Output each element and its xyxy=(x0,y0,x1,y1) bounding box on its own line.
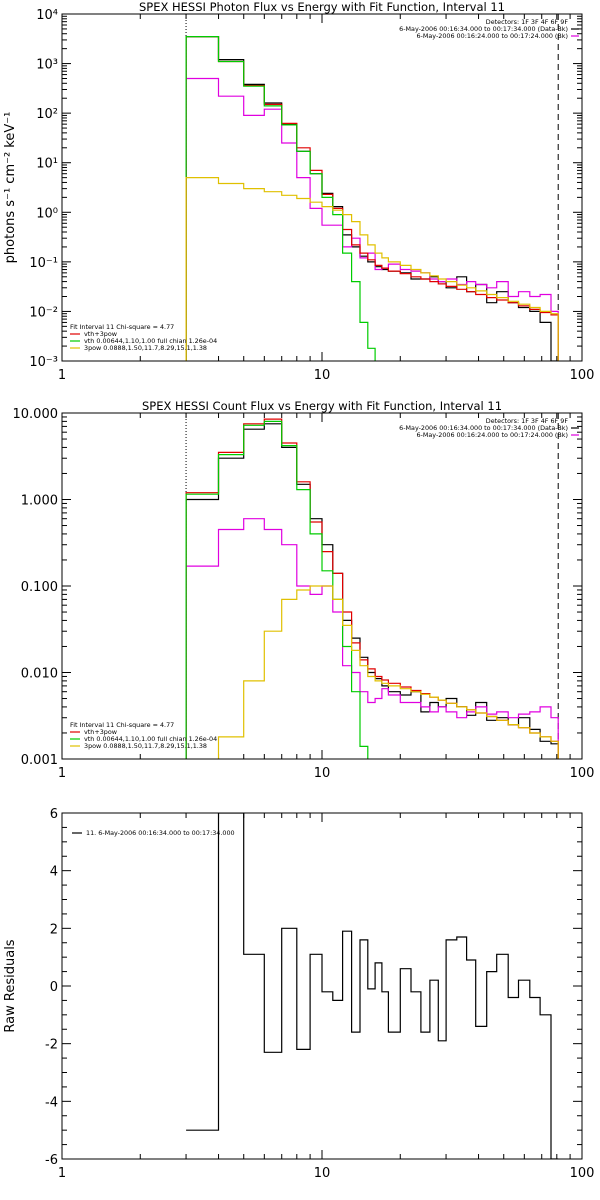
legend-entry: Fit Interval 11 Chi-square = 4.77 xyxy=(70,721,174,729)
series-group xyxy=(186,813,559,1159)
plot-frame xyxy=(61,13,583,362)
plot-frame xyxy=(61,412,583,760)
legend-entry: vth+3pow xyxy=(84,330,117,338)
legend-entry: vth 0.00644,1.10,1.00 full chian 1.26e-0… xyxy=(84,735,217,743)
series-line-data-bk xyxy=(185,423,559,759)
y-tick-label: -4 xyxy=(45,1095,58,1110)
y-tick-label: 0.010 xyxy=(21,667,58,682)
y-tick-label: -2 xyxy=(45,1038,58,1053)
x-tick-label: 10 xyxy=(314,766,331,781)
series-line-bk xyxy=(185,518,559,759)
series-line-vth xyxy=(185,36,376,361)
y-tick-label: -6 xyxy=(45,1153,58,1168)
y-tick-label: 10⁻¹ xyxy=(29,256,58,271)
x-tick-label: 100 xyxy=(570,766,595,781)
series-line-data-bk xyxy=(185,36,559,361)
series-line-vth-3pow xyxy=(185,418,559,759)
series-line-vth-3pow xyxy=(185,36,559,361)
y-tick-label: 2 xyxy=(50,922,58,937)
legend-entry: vth 0.00644,1.10,1.00 full chian 1.26e-0… xyxy=(84,337,217,345)
y-axis-label: photons s⁻¹ cm⁻² keV⁻¹ xyxy=(3,112,18,264)
x-tick-label: 100 xyxy=(570,368,595,383)
y-tick-label: 10⁻² xyxy=(29,305,58,320)
plot-frame xyxy=(61,812,583,1160)
info-line: 6-May-2006 00:16:34.000 to 00:17:34.000 … xyxy=(399,25,568,33)
y-tick-label: 1.000 xyxy=(21,494,58,509)
y-tick-label: 10⁰ xyxy=(36,206,58,221)
series-line-3pow xyxy=(185,177,559,361)
y-tick-label: 0.001 xyxy=(21,753,58,768)
x-tick-label: 1 xyxy=(58,368,66,383)
chart-3: 1 10 100 -6 -4 -2 0 2 4 6 Raw Residuals 11. 6-May-2… xyxy=(3,807,594,1181)
x-tick-label: 1 xyxy=(58,766,66,781)
y-axis-label: Raw Residuals xyxy=(3,939,18,1032)
chart-2: SPEX HESSI Count Flux vs Energy with Fit… xyxy=(13,399,595,781)
y-tick-label: 10.000 xyxy=(13,407,59,422)
y-tick-label: 6 xyxy=(50,807,58,822)
info-line: 6-May-2006 00:16:34.000 to 00:17:34.000 … xyxy=(399,424,568,432)
series-group xyxy=(185,418,559,759)
info-line: 6-May-2006 00:16:24.000 to 00:17:24.000 … xyxy=(416,431,568,439)
x-tick-label: 100 xyxy=(570,1166,595,1181)
info-line: Detectors: 1F 3F 4F 6F 9F xyxy=(486,417,569,425)
x-tick-label: 10 xyxy=(314,368,331,383)
x-tick-label: 10 xyxy=(314,1166,331,1181)
y-tick-label: 10² xyxy=(36,107,58,122)
chart-1: SPEX HESSI Photon Flux vs Energy with Fi… xyxy=(3,0,595,383)
legend-entry: 11. 6-May-2006 00:16:34.000 to 00:17:34.… xyxy=(86,829,235,837)
y-tick-label: 10⁴ xyxy=(36,8,58,23)
y-tick-label: 10⁻³ xyxy=(29,355,58,370)
y-tick-label: 4 xyxy=(50,865,58,880)
legend-entry: Fit Interval 11 Chi-square = 4.77 xyxy=(70,323,174,331)
y-tick-label: 10¹ xyxy=(36,157,58,172)
x-tick-label: 1 xyxy=(58,1166,66,1181)
chart-title: SPEX HESSI Photon Flux vs Energy with Fi… xyxy=(139,0,505,14)
series-line-3pow xyxy=(217,585,559,759)
series-line-bk xyxy=(185,77,559,361)
info-line: Detectors: 1F 3F 4F 6F 9F xyxy=(486,18,569,26)
info-line: 6-May-2006 00:16:24.000 to 00:17:24.000 … xyxy=(416,32,568,40)
y-tick-label: 0.100 xyxy=(21,580,58,595)
legend-entry: 3pow 0.0888,1.50,11.7,8.29,15.1,1.38 xyxy=(84,742,207,750)
series-line-vth xyxy=(185,420,369,759)
y-tick-label: 10³ xyxy=(36,58,58,73)
chart-title: SPEX HESSI Count Flux vs Energy with Fit… xyxy=(142,399,502,413)
y-tick-label: 0 xyxy=(50,980,58,995)
series-line-11-6-may-2006-00-16-34-000-to-00-17-34-000 xyxy=(186,813,559,1159)
legend-entry: 3pow 0.0888,1.50,11.7,8.29,15.1,1.38 xyxy=(84,344,207,352)
series-group xyxy=(185,36,559,361)
legend-entry: vth+3pow xyxy=(84,728,117,736)
